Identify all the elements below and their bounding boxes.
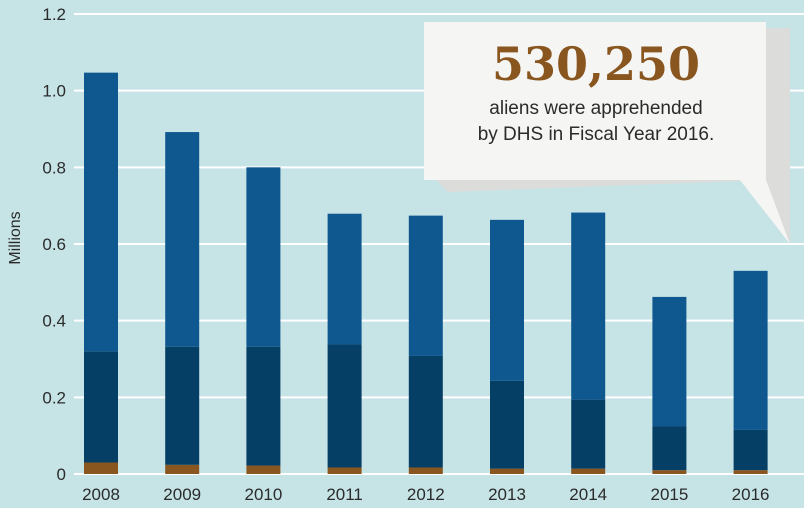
bar-segment-middle <box>408 355 443 468</box>
callout-pointer <box>740 180 790 244</box>
x-tick-label: 2009 <box>163 485 201 504</box>
bar-segment-top <box>327 213 362 345</box>
bar-segment-middle <box>733 429 768 471</box>
bar-segment-middle <box>246 346 281 466</box>
y-tick-label: 0.6 <box>42 235 66 254</box>
bar-segment-bottom <box>84 462 118 474</box>
y-tick-label: 0.4 <box>42 312 66 331</box>
bar-segment-middle <box>490 380 524 469</box>
bar-segment-middle <box>327 344 362 468</box>
x-tick-label: 2008 <box>82 485 120 504</box>
x-tick-label: 2015 <box>650 485 688 504</box>
bar-segment-top <box>165 132 200 347</box>
callout-line-2: by DHS in Fiscal Year 2016. <box>478 124 715 145</box>
bar-segment-middle <box>571 399 606 469</box>
y-axis-label: Millions <box>7 211 24 264</box>
callout-line-1: aliens were apprehended <box>489 98 702 119</box>
bar-segment-top <box>84 72 118 352</box>
callout: 530,250 aliens were apprehended by DHS i… <box>424 22 790 244</box>
bar-segment-middle <box>165 346 200 465</box>
bar-segment-bottom <box>165 464 200 474</box>
bar-segment-top <box>490 219 524 381</box>
bar-segment-top <box>408 215 443 356</box>
x-tick-label: 2010 <box>244 485 282 504</box>
y-tick-label: 1.0 <box>42 82 66 101</box>
y-tick-label: 0.2 <box>42 388 66 407</box>
bar-segment-bottom <box>327 467 362 474</box>
bar-segment-bottom <box>652 470 687 474</box>
x-tick-label: 2012 <box>407 485 445 504</box>
x-tick-label: 2013 <box>488 485 526 504</box>
bar-segment-bottom <box>490 468 524 474</box>
bars <box>84 72 768 474</box>
bar-segment-middle <box>652 426 687 471</box>
y-tick-label: 0.8 <box>42 158 66 177</box>
y-tick-label: 0 <box>57 465 66 484</box>
x-axis-ticks: 2008 2009 2010 2011 2012 2013 2014 2015 2016 <box>82 485 769 504</box>
bar-segment-top <box>733 270 768 430</box>
bar-segment-middle <box>84 351 118 463</box>
x-tick-label: 2016 <box>732 485 770 504</box>
callout-box <box>424 22 766 180</box>
bar-segment-bottom <box>571 468 606 474</box>
bar-segment-top <box>246 167 281 347</box>
y-tick-label: 1.2 <box>42 5 66 24</box>
x-tick-label: 2014 <box>569 485 607 504</box>
x-tick-label: 2011 <box>326 485 363 504</box>
bar-segment-bottom <box>733 470 768 474</box>
bar-segment-bottom <box>408 467 443 474</box>
callout-value: 530,250 <box>492 37 700 91</box>
bar-segment-bottom <box>246 465 281 474</box>
bar-segment-top <box>571 212 606 400</box>
bar-segment-top <box>652 296 687 427</box>
y-axis-ticks: 0 0.2 0.4 0.6 0.8 1.0 1.2 <box>42 5 66 484</box>
